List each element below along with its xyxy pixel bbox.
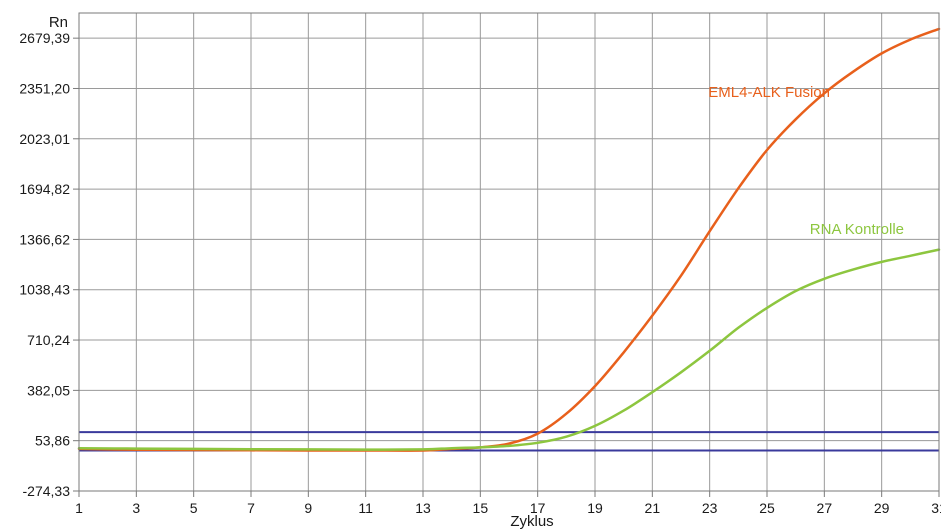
x-axis-ticks: 135791113151719212325272931 [75, 491, 941, 516]
x-axis-title: Zyklus [510, 513, 553, 530]
x-tick-label: 21 [645, 500, 661, 516]
y-axis-title: Rn [49, 14, 68, 31]
y-tick-label: 382,05 [27, 382, 70, 398]
y-tick-label: -274,33 [23, 483, 71, 499]
y-tick-label: 2023,01 [19, 131, 70, 147]
x-tick-label: 25 [759, 500, 775, 516]
y-tick-label: 1366,62 [19, 231, 70, 247]
series-label-rna-kontrolle: RNA Kontrolle [810, 221, 904, 238]
y-tick-label: 710,24 [27, 332, 70, 348]
grid [79, 13, 939, 492]
x-tick-label: 5 [190, 500, 198, 516]
series-label-eml4-alk-fusion: EML4-ALK Fusion [708, 84, 830, 101]
plot-area-frame [78, 12, 940, 492]
x-tick-label: 1 [75, 500, 83, 516]
x-tick-label: 11 [358, 500, 373, 516]
x-tick-label: 7 [247, 500, 255, 516]
y-axis-ticks: -274,33 53,86 382,05 710,24 1038,43 1366,62 16… [19, 30, 79, 499]
y-tick-label: 1694,82 [19, 181, 70, 197]
x-tick-label: 31 [931, 500, 941, 516]
y-tick-label: 2351,20 [19, 80, 70, 96]
series-lines [77, 27, 941, 452]
x-tick-label: 3 [132, 500, 140, 516]
x-tick-label: 17 [530, 500, 546, 516]
y-tick-label: 1038,43 [19, 282, 70, 298]
x-tick-label: 13 [415, 500, 431, 516]
threshold-lines [79, 431, 939, 452]
x-tick-label: 9 [304, 500, 312, 516]
x-tick-label: 23 [702, 500, 718, 516]
x-tick-label: 15 [473, 500, 489, 516]
y-tick-label: 2679,39 [19, 30, 70, 46]
x-tick-label: 29 [874, 500, 890, 516]
series-line-rna-kontrolle [77, 248, 941, 451]
x-tick-label: 27 [817, 500, 833, 516]
x-tick-label: 19 [587, 500, 603, 516]
y-tick-label: 53,86 [35, 433, 70, 449]
